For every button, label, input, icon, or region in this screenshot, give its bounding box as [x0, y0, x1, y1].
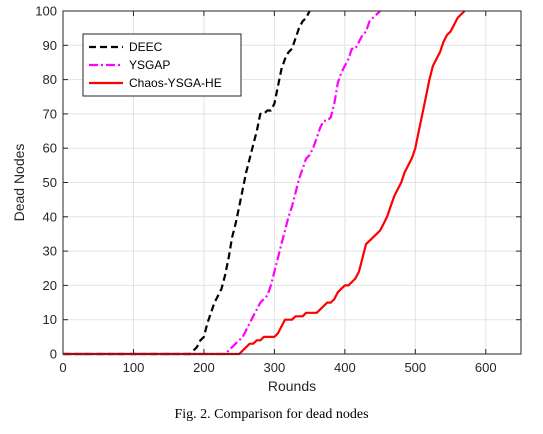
y-tick-label: 30 — [43, 244, 57, 259]
y-tick-label: 10 — [43, 312, 57, 327]
chart-legend: DEEC YSGAP Chaos-YSGA-HE — [82, 33, 242, 97]
x-tick-label: 500 — [404, 360, 426, 375]
y-tick-label: 20 — [43, 278, 57, 293]
x-tick-label: 300 — [264, 360, 286, 375]
series-line-deec — [63, 10, 311, 356]
y-tick-label: 50 — [43, 175, 57, 190]
x-tick-label: 0 — [59, 360, 66, 375]
y-tick-label: 70 — [43, 106, 57, 121]
series-line-chaos-ysga-he — [63, 10, 466, 356]
x-tick-label: 100 — [123, 360, 145, 375]
series-line-ysgap — [63, 10, 381, 356]
y-tick-label: 100 — [35, 4, 57, 19]
y-tick-label: 60 — [43, 141, 57, 156]
legend-label: YSGAP — [129, 58, 170, 72]
figure-caption: Fig. 2. Comparison for dead nodes — [174, 407, 369, 422]
x-tick-label: 400 — [334, 360, 356, 375]
chart-series-group — [63, 10, 466, 356]
legend-label: Chaos-YSGA-HE — [129, 76, 222, 90]
legend-label: DEEC — [129, 40, 163, 54]
axis-ticks: 0 100 200 300 400 500 600 0 10 20 30 40 50 60 70 80 90 10… — [35, 4, 521, 375]
x-tick-label: 200 — [193, 360, 215, 375]
y-tick-label: 40 — [43, 209, 57, 224]
x-axis-label: Rounds — [268, 378, 316, 394]
y-tick-label: 0 — [50, 347, 57, 362]
y-tick-label: 80 — [43, 72, 57, 87]
x-tick-label: 600 — [475, 360, 497, 375]
y-tick-label: 90 — [43, 38, 57, 53]
dead-nodes-chart: 0 100 200 300 400 500 600 0 10 20 30 40 50 60 70 80 90 10… — [11, 4, 522, 394]
y-axis-label: Dead Nodes — [11, 144, 27, 222]
